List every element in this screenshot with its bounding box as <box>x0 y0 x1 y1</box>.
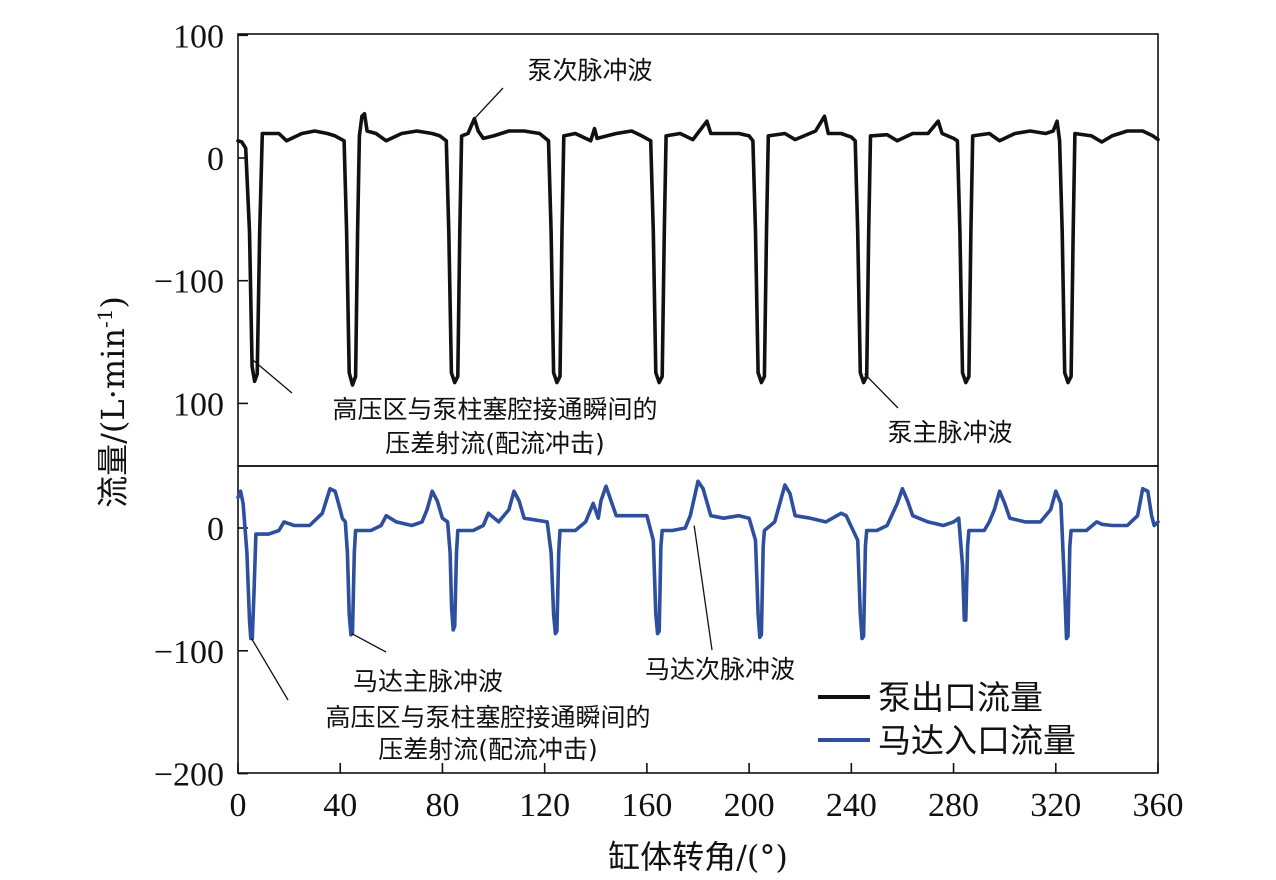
x-tick-label: 320 <box>1030 787 1081 824</box>
x-tick-label: 360 <box>1133 787 1184 824</box>
upper-y-tick-label: −100 <box>154 264 224 301</box>
annotation-label: 压差射流(配流冲击) <box>385 429 605 458</box>
y-axis-title: 流量/(L·min-1) <box>93 296 132 508</box>
annotation-leader-line <box>864 373 899 409</box>
annotation-label: 高压区与泵柱塞腔接通瞬间的 <box>332 395 657 424</box>
upper-y-tick-label: 0 <box>207 141 224 178</box>
annotation-leader-line <box>693 525 713 651</box>
annotation-leader-line <box>351 633 387 653</box>
lower-y-tick-label: −100 <box>154 634 224 671</box>
y-axis-title-close: ) <box>94 296 132 308</box>
annotation-leader-line <box>252 359 293 394</box>
series-line-motor-inlet <box>236 479 1160 641</box>
y-axis-title-main: 流量/(L·min <box>94 328 132 508</box>
x-axis-title: 缸体转角/(°) <box>608 838 788 876</box>
annotation-label: 马达主脉冲波 <box>353 667 503 696</box>
legend-label-pump-outlet: 泵出口流量 <box>878 678 1043 717</box>
x-tick-label: 160 <box>621 787 672 824</box>
annotation-label: 压差射流(配流冲击) <box>378 735 598 764</box>
lower-y-tick-label: −200 <box>154 757 224 794</box>
x-tick-label: 120 <box>519 787 570 824</box>
x-tick-label: 200 <box>724 787 775 824</box>
annotation-leader-line <box>473 87 504 120</box>
legend-label-motor-inlet: 马达入口流量 <box>878 721 1076 760</box>
svg-text:流量/(L·min-1): 流量/(L·min-1) <box>93 296 132 508</box>
legend: 泵出口流量 马达入口流量 <box>818 678 1076 760</box>
annotation-label: 高压区与泵柱塞腔接通瞬间的 <box>325 703 650 732</box>
x-tick-label: 280 <box>928 787 979 824</box>
annotations: 泵次脉冲波泵主脉冲波高压区与泵柱塞腔接通瞬间的压差射流(配流冲击)马达主脉冲波马… <box>250 56 1013 764</box>
upper-y-tick-label: 100 <box>173 18 224 55</box>
x-tick-label: 0 <box>230 787 247 824</box>
lower-panel-motor-inlet-flow: 0 −100 −200 <box>154 465 1160 794</box>
x-tick-label: 240 <box>826 787 877 824</box>
x-axis: 0 40 80 120 160 200 240 280 320 360 <box>230 763 1184 824</box>
annotation-label: 泵主脉冲波 <box>887 418 1012 447</box>
annotation-leader-line <box>250 638 289 701</box>
lower-plot-frame <box>237 465 1159 774</box>
x-tick-label: 80 <box>425 787 459 824</box>
series-line-pump-outlet <box>236 112 1160 387</box>
annotation-label: 泵次脉冲波 <box>527 56 652 85</box>
lower-y-tick-label: 0 <box>207 511 224 548</box>
annotation-label: 马达次脉冲波 <box>645 655 795 684</box>
upper-y-tick-label: 100 <box>173 386 224 423</box>
y-axis-title-sup: -1 <box>93 309 117 328</box>
x-tick-label: 40 <box>323 787 357 824</box>
